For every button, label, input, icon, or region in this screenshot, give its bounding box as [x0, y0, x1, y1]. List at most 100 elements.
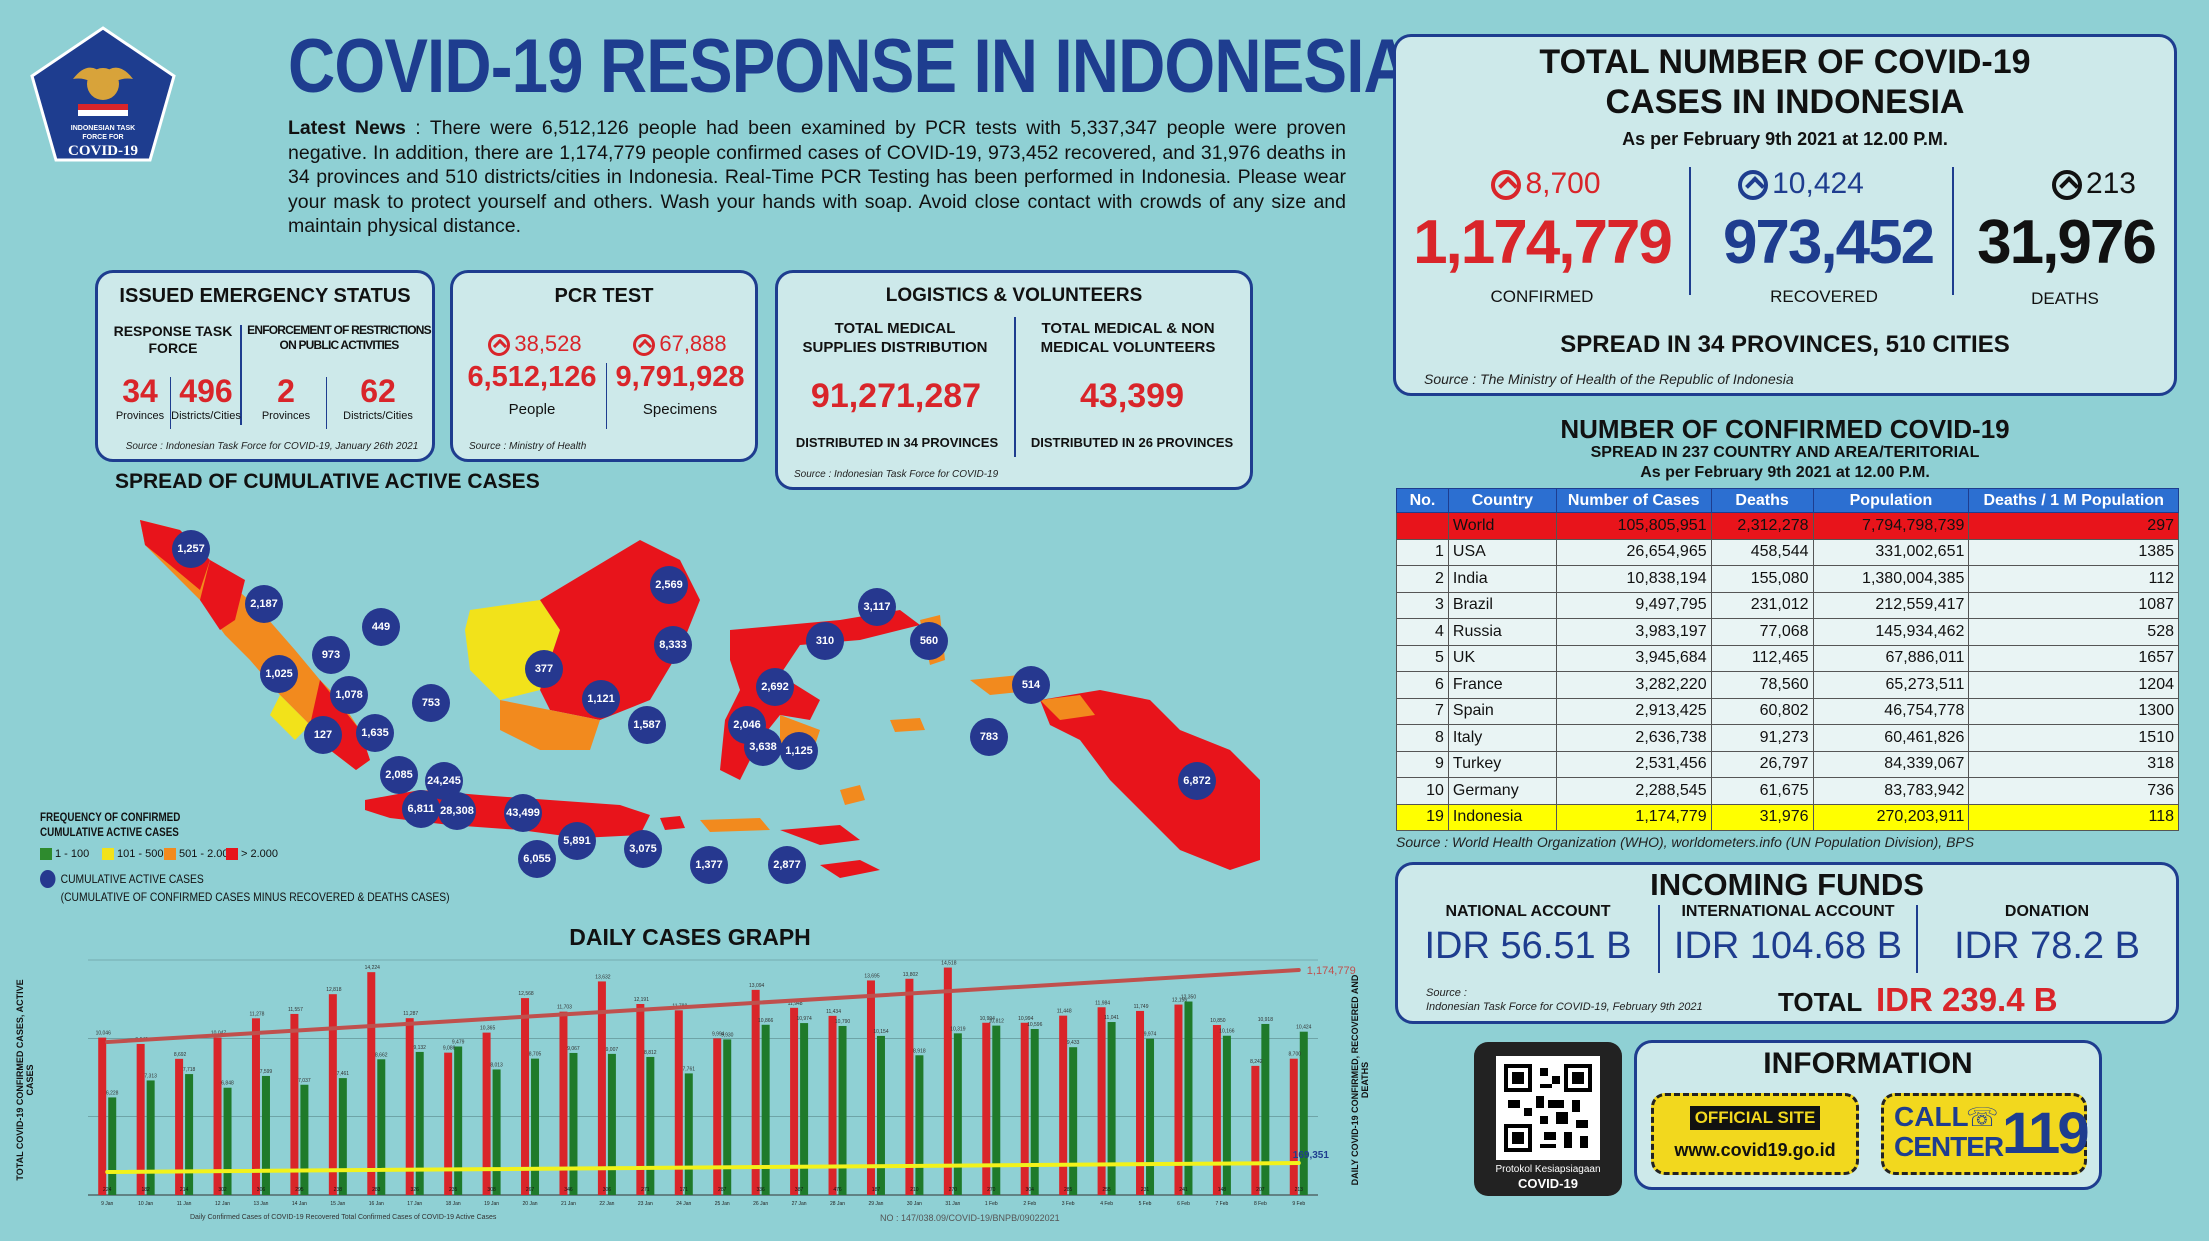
- table-cell: 112,465: [1710, 644, 1814, 672]
- active-cases-bubble: 560: [910, 622, 948, 660]
- latest-news: Latest News : There were 6,512,126 peopl…: [288, 116, 1346, 239]
- recovered-data-label: 8,918: [913, 1048, 926, 1054]
- active-cases-bubble: 783: [970, 718, 1008, 756]
- active-cases-bubble: 753: [412, 684, 450, 722]
- x-tick-label: 2 Feb: [1023, 1201, 1036, 1207]
- recovered-bar: [1146, 1038, 1155, 1195]
- restriction-provinces-value: 2: [277, 373, 295, 409]
- task-force-provinces-value: 34: [122, 373, 158, 409]
- table-cell: 458,544: [1710, 538, 1814, 566]
- confirmed-bar: [674, 1010, 683, 1195]
- confirmed-bar: [1174, 1004, 1183, 1195]
- confirmed-bar: [328, 994, 337, 1195]
- supplies-value: 91,271,287: [810, 377, 982, 415]
- active-cases-bubble: 1,257: [172, 530, 210, 568]
- recovered-data-label: 10,918: [1258, 1017, 1274, 1023]
- task-force-districts-value: 496: [179, 373, 233, 409]
- active-cases-bubble: 449: [362, 608, 400, 646]
- death-data-label: 210: [910, 1187, 919, 1193]
- table-cell: 318: [1968, 750, 2179, 778]
- active-cases-bubble: 973: [312, 636, 350, 674]
- x-tick-label: 15 Jan: [330, 1201, 345, 1207]
- confirmed-data-label: 11,557: [288, 1007, 303, 1013]
- world-table-source: Source : World Health Organization (WHO)…: [1396, 834, 1975, 850]
- pcr-people-label: People: [508, 401, 556, 418]
- call-center-button[interactable]: CALL CENTER ☏ 119: [1881, 1093, 2090, 1175]
- table-cell: 10: [1396, 777, 1449, 805]
- x-tick-label: 31 Jan: [945, 1201, 960, 1207]
- active-cases-bubble: 3,075: [624, 830, 662, 868]
- x-tick-label: 12 Jan: [215, 1201, 230, 1207]
- table-cell: UK: [1447, 644, 1557, 672]
- x-tick-label: 22 Jan: [599, 1201, 614, 1207]
- active-cases-bubble: 1,121: [582, 680, 620, 718]
- active-cases-bubble: 28,308: [438, 792, 476, 830]
- recovered-data-label: 12,350: [1181, 995, 1197, 1001]
- confirmed-data-label: 11,278: [250, 1011, 265, 1017]
- logo-line3: COVID-19: [68, 143, 138, 159]
- task-force-heading: RESPONSE TASK FORCE: [113, 323, 233, 356]
- table-cell: France: [1447, 671, 1557, 699]
- confirmed-bar: [1059, 1015, 1068, 1195]
- confirmed-data-label: 13,632: [595, 974, 611, 980]
- table-row: 10 Germany 2,288,545 61,675 83,783,942 736: [1396, 777, 2179, 805]
- totals-title-line1: TOTAL NUMBER OF COVID-19: [1539, 43, 2031, 81]
- table-cell: 3,282,220: [1555, 671, 1712, 699]
- table-cell: Turkey: [1447, 750, 1557, 778]
- qr-code-card[interactable]: Protokol Kesiapsiagaan COVID-19: [1474, 1042, 1622, 1196]
- table-cell: 4: [1396, 618, 1449, 646]
- confirmed-data-label: 12,818: [326, 987, 342, 993]
- recovered-data-label: 7,718: [183, 1067, 196, 1073]
- funds-source-label: Source :: [1426, 987, 1467, 999]
- x-tick-label: 1 Feb: [985, 1201, 998, 1207]
- table-cell: 3,945,684: [1555, 644, 1712, 672]
- increase-arrow-icon: [2051, 170, 2082, 201]
- map-legend-title-line1: FREQUENCY OF CONFIRMED: [40, 810, 181, 824]
- map-legend-item: 1 - 100: [40, 848, 89, 861]
- funds-panel: INCOMING FUNDS NATIONAL ACCOUNT INTERNAT…: [1395, 862, 2179, 1024]
- x-tick-label: 18 Jan: [446, 1201, 461, 1207]
- table-cell: 112: [1968, 565, 2179, 593]
- recovered-bar: [953, 1033, 962, 1195]
- confirmed-increase: 8,700: [1525, 167, 1601, 200]
- official-site-button[interactable]: OFFICIAL SITE www.covid19.go.id: [1651, 1093, 1859, 1175]
- world-table-subtitle: SPREAD IN 237 COUNTRY AND AREA/TERITORIA…: [1590, 444, 1980, 461]
- table-header: Population: [1812, 488, 1970, 513]
- funds-total-label: TOTAL: [1778, 987, 1863, 1017]
- x-tick-label: 7 Feb: [1216, 1201, 1229, 1207]
- page-title: COVID-19 RESPONSE IN INDONESIA: [288, 24, 1411, 109]
- confirmed-data-label: 10,850: [1210, 1018, 1226, 1024]
- recovered-bar: [531, 1058, 540, 1195]
- recovered-data-label: 7,599: [260, 1069, 273, 1075]
- recovered-total: 973,452: [1722, 208, 1935, 277]
- pcr-people-increase: 38,528: [514, 331, 582, 356]
- increase-arrow-icon: [1491, 170, 1522, 201]
- increase-arrow-icon: [633, 334, 656, 357]
- x-tick-label: 24 Jan: [676, 1201, 691, 1207]
- call-center-label-line2: CENTER: [1894, 1131, 2004, 1162]
- death-data-label: 231: [1141, 1187, 1150, 1193]
- recovered-label: RECOVERED: [1770, 287, 1878, 306]
- qr-caption-line1: Protokol Kesiapsiagaan: [1495, 1164, 1601, 1175]
- active-cases-bubble: 1,587: [628, 706, 666, 744]
- death-data-label: 187: [872, 1187, 881, 1193]
- table-cell: 60,461,826: [1812, 724, 1970, 752]
- legend-label: 101 - 500: [117, 848, 164, 860]
- death-data-label: 207: [1256, 1187, 1265, 1193]
- phone-icon: ☏: [1966, 1102, 1999, 1132]
- confirmed-bar: [1289, 1058, 1298, 1195]
- confirmed-data-label: 11,448: [1057, 1009, 1072, 1015]
- official-site-label: OFFICIAL SITE: [1690, 1106, 1820, 1130]
- recovered-bar: [185, 1074, 194, 1195]
- confirmed-data-label: 14,518: [941, 961, 957, 967]
- information-title: INFORMATION: [1763, 1047, 1973, 1080]
- table-cell: 84,339,067: [1812, 750, 1970, 778]
- pcr-specimens-label: Specimens: [642, 401, 718, 418]
- recovered-bar: [1107, 1022, 1116, 1195]
- confirmed-bar: [521, 998, 530, 1195]
- national-account-label: NATIONAL ACCOUNT: [1445, 903, 1611, 920]
- confirmed-bar: [636, 1004, 645, 1195]
- recovered-bar: [1184, 1001, 1193, 1195]
- recovered-data-label: 8,705: [529, 1052, 542, 1058]
